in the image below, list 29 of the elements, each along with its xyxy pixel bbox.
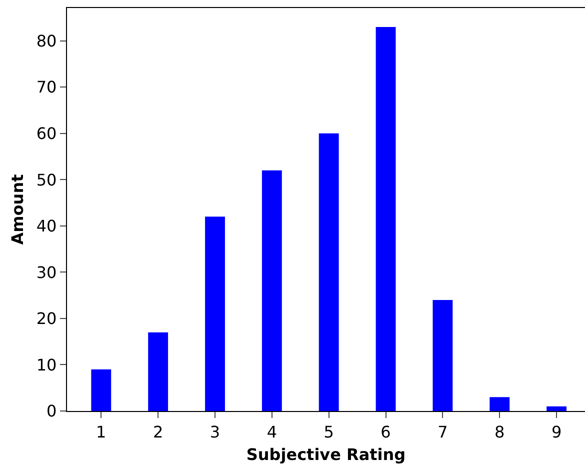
y-tick-label: 0 [46, 402, 57, 421]
x-tick-label: 2 [152, 422, 164, 442]
bar [546, 406, 566, 411]
x-axis-title: Subjective Rating [246, 445, 406, 464]
y-tick-label: 20 [36, 309, 57, 328]
x-tick-label: 4 [266, 422, 278, 442]
bar [262, 170, 282, 411]
y-tick-label: 70 [36, 78, 57, 97]
y-tick-label: 40 [36, 216, 57, 236]
y-tick-label: 10 [36, 355, 57, 374]
bar [376, 26, 396, 411]
x-tick-label: 8 [494, 422, 505, 442]
y-tick-label: 30 [36, 262, 57, 282]
y-tick-label: 50 [36, 170, 57, 190]
bar [318, 133, 339, 411]
x-tick-label: 3 [210, 422, 220, 442]
bar [148, 332, 168, 411]
x-tick-label: 5 [324, 422, 334, 442]
x-tick-label: 6 [380, 422, 391, 442]
y-tick-label: 80 [36, 31, 57, 50]
y-tick-label: 60 [36, 124, 57, 143]
bar [91, 369, 112, 411]
x-tick-label: 1 [96, 422, 106, 442]
bar [432, 300, 453, 411]
y-axis-title: Amount [8, 174, 28, 245]
x-tick-label: 7 [438, 422, 448, 442]
bar [490, 397, 510, 411]
bar [205, 216, 225, 411]
x-tick-label: 9 [551, 422, 562, 442]
